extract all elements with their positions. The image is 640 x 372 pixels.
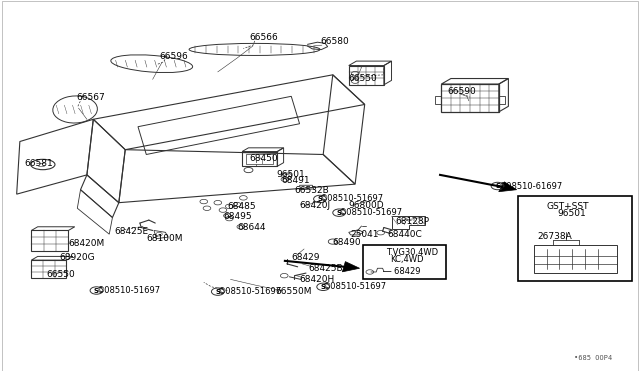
- Text: 66550M: 66550M: [275, 287, 312, 296]
- Text: S: S: [94, 288, 99, 294]
- Text: T.VG30,4WD: T.VG30,4WD: [386, 248, 438, 257]
- Bar: [534, 245, 617, 273]
- Text: 68420M: 68420M: [68, 239, 104, 248]
- Text: 68491: 68491: [282, 176, 310, 185]
- Text: 68128P: 68128P: [396, 217, 429, 226]
- Text: S: S: [337, 210, 342, 216]
- Text: 68429: 68429: [291, 253, 320, 262]
- Text: S: S: [321, 284, 326, 290]
- Text: 66580: 66580: [320, 37, 349, 46]
- Text: 66566: 66566: [250, 33, 278, 42]
- Text: 68485: 68485: [227, 202, 256, 211]
- Text: 68100M: 68100M: [147, 234, 183, 243]
- Bar: [242, 151, 277, 166]
- Text: S: S: [215, 289, 220, 295]
- Polygon shape: [342, 262, 360, 272]
- Bar: [31, 260, 67, 278]
- Text: 68420H: 68420H: [300, 275, 335, 284]
- Text: 68495: 68495: [223, 212, 252, 221]
- Text: 68440C: 68440C: [387, 230, 422, 239]
- Text: 66590: 66590: [448, 87, 476, 96]
- Bar: [435, 96, 442, 103]
- Polygon shape: [499, 182, 516, 192]
- Text: 66550: 66550: [47, 270, 76, 279]
- Text: 68644: 68644: [237, 223, 266, 232]
- Text: 96800D: 96800D: [349, 201, 385, 210]
- Text: ©08510-51697: ©08510-51697: [97, 286, 161, 295]
- Text: ©08510-51697: ©08510-51697: [323, 282, 387, 291]
- Text: 68490: 68490: [333, 238, 362, 247]
- Text: S: S: [495, 183, 500, 189]
- Text: 68425B: 68425B: [308, 264, 343, 273]
- Text: 66532B: 66532B: [294, 186, 329, 195]
- Bar: [442, 84, 499, 112]
- Text: 68425E: 68425E: [115, 227, 148, 236]
- Text: ©08510-61697: ©08510-61697: [499, 182, 563, 190]
- Text: ©08510-51697: ©08510-51697: [339, 208, 403, 217]
- Text: 68450: 68450: [250, 154, 278, 163]
- Text: 66550: 66550: [349, 74, 378, 83]
- Text: GST+SST: GST+SST: [547, 202, 589, 211]
- Text: 66596: 66596: [159, 52, 188, 61]
- Bar: [31, 231, 68, 251]
- Text: ©08510-51697: ©08510-51697: [218, 287, 282, 296]
- Text: 96501: 96501: [557, 209, 586, 218]
- Text: 96501: 96501: [276, 170, 305, 179]
- Text: 66581: 66581: [24, 159, 53, 168]
- Text: 66567: 66567: [76, 93, 105, 102]
- Text: •685 OOP4: •685 OOP4: [574, 355, 612, 361]
- Bar: [349, 65, 384, 85]
- Bar: [499, 96, 505, 103]
- Text: KC,4WD: KC,4WD: [390, 255, 424, 264]
- Text: 26738A: 26738A: [537, 231, 572, 241]
- Bar: [246, 154, 273, 164]
- Text: S: S: [317, 196, 323, 202]
- Text: ©08510-51697: ©08510-51697: [320, 195, 384, 203]
- Bar: [363, 245, 446, 279]
- Text: 25041: 25041: [351, 230, 379, 240]
- Text: ― 68429: ― 68429: [383, 267, 420, 276]
- Text: 68420J: 68420J: [300, 201, 331, 210]
- Text: 68920G: 68920G: [60, 253, 95, 262]
- Bar: [518, 196, 632, 280]
